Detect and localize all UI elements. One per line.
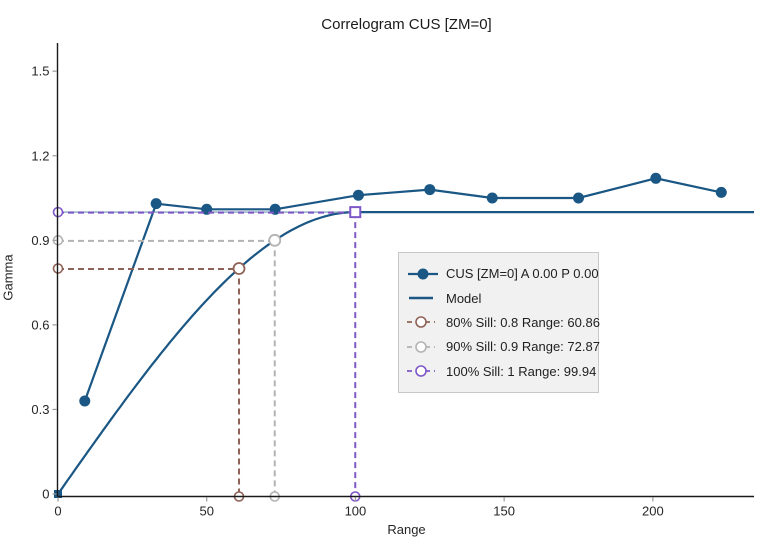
legend-item-label: Model [446, 290, 482, 306]
data-point[interactable] [79, 395, 91, 407]
data-point[interactable] [486, 192, 498, 204]
y-tick-label: 0.3 [31, 402, 49, 417]
data-point[interactable] [573, 192, 585, 204]
data-point[interactable] [715, 186, 727, 198]
legend-item-3[interactable]: 90% Sill: 0.9 Range: 72.87 [407, 339, 600, 354]
legend-item-4[interactable]: 100% Sill: 1 Range: 99.94 [407, 364, 596, 379]
y-tick-label: 0.6 [31, 317, 49, 332]
legend-item-2[interactable]: 80% Sill: 0.8 Range: 60.86 [407, 315, 600, 330]
legend-item-label: 100% Sill: 1 Range: 99.94 [446, 363, 597, 379]
sill-model-marker[interactable] [268, 233, 282, 247]
data-point[interactable] [352, 189, 364, 201]
y-tick-label: 1.2 [31, 148, 49, 163]
chart-title: Correlogram CUS [ZM=0] [321, 16, 492, 33]
data-point[interactable] [424, 184, 436, 196]
sill-model-marker[interactable] [349, 206, 362, 219]
x-tick-label: 100 [345, 504, 367, 519]
sill-model-marker[interactable] [232, 262, 246, 275]
y-tick-label: 1.5 [31, 64, 49, 79]
x-axis-title: Range [387, 522, 426, 537]
x-tick-label: 150 [493, 504, 515, 519]
y-tick-label: 0 [42, 487, 49, 502]
legend-marker-icon [407, 365, 435, 377]
data-point[interactable] [650, 172, 662, 184]
legend-marker-icon [407, 316, 435, 329]
legend-item-label: 90% Sill: 0.9 Range: 72.87 [446, 339, 600, 355]
x-tick-label: 50 [199, 504, 213, 519]
data-point[interactable] [150, 198, 162, 210]
legend-item-label: CUS [ZM=0] A 0.00 P 0.00 [446, 266, 599, 282]
legend-box: CUS [ZM=0] A 0.00 P 0.00 Model 80% Sill: 0… [398, 252, 600, 393]
experimental-line [83, 177, 722, 402]
legend-marker-icon [407, 341, 435, 353]
legend-item-label: 80% Sill: 0.8 Range: 60.86 [446, 314, 600, 330]
legend-marker-icon [408, 268, 438, 280]
model-line [57, 211, 754, 495]
legend-item-1[interactable]: Model [407, 291, 590, 306]
legend-item-0[interactable]: CUS [ZM=0] A 0.00 P 0.00 [407, 266, 599, 281]
legend-marker-icon [409, 296, 433, 300]
x-tick-label: 200 [642, 504, 664, 519]
y-tick-label: 0.9 [31, 233, 49, 248]
x-tick-label: 0 [54, 504, 61, 519]
